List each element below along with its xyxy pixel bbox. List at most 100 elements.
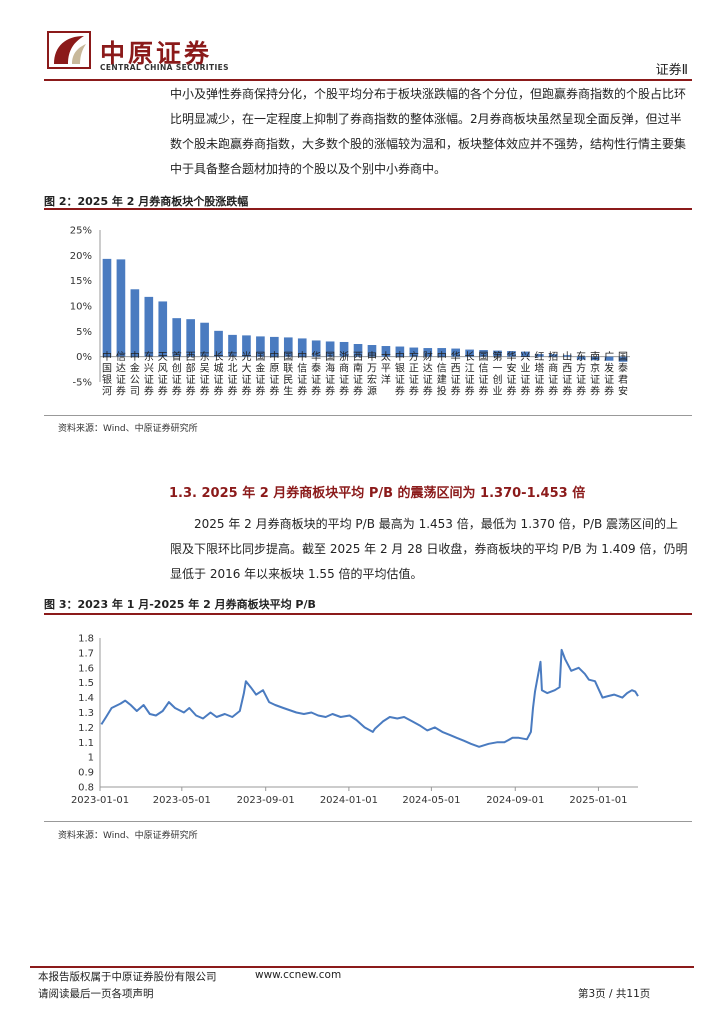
bar-category-label: 东吴证券 — [200, 350, 210, 398]
figure3-title: 图 3：2023 年 1 月-2025 年 2 月券商板块平均 P/B — [44, 598, 316, 611]
bar — [590, 356, 600, 361]
line-y-tick-label: 1.6 — [78, 663, 94, 674]
bar — [270, 336, 279, 357]
bar — [604, 356, 614, 361]
figure2-top-rule — [44, 208, 692, 210]
bar — [102, 258, 112, 357]
bar-category-label: 长江证券 — [465, 351, 475, 398]
bar-category-label: 国金证券 — [255, 351, 265, 398]
bar — [158, 301, 168, 357]
bar — [507, 351, 516, 357]
bar-category-label: 财达证券 — [423, 350, 433, 398]
line-y-tick-label: 1.3 — [78, 708, 94, 719]
bar-category-label: 中银证券 — [395, 350, 405, 398]
line-x-tick-label: 2024-09-01 — [486, 795, 544, 806]
bar-category-label: 浙商证券 — [339, 351, 349, 398]
bar-y-tick-label: 25% — [70, 226, 92, 237]
line-y-tick-label: 1.1 — [78, 738, 94, 749]
bar-category-label: 红塔证券 — [534, 350, 544, 398]
bar-category-label: 华安证券 — [506, 350, 516, 398]
bar — [200, 322, 209, 357]
bar-chart: 25% 20% 15% 10% 5% 0% -5% 中国银河信达证券中金公司东兴证券天风证券首… — [70, 226, 630, 398]
bar — [367, 345, 377, 357]
bar — [130, 289, 140, 357]
line-y-tick-label: 1.7 — [78, 648, 94, 659]
bar — [409, 347, 419, 357]
figure2-title: 图 2：2025 年 2 月券商板块个股涨跌幅 — [44, 195, 249, 208]
figure2-bottom-rule — [44, 415, 692, 416]
bar-category-label: 中国银河 — [102, 350, 112, 398]
bar — [423, 348, 433, 357]
logo-english-text: CENTRAL CHINA SECURITIES — [100, 63, 229, 72]
footer-copyright: 本报告版权属于中原证券股份有限公司 — [38, 971, 217, 983]
bar-category-label: 中原证券 — [269, 350, 279, 398]
bar-category-label: 首创证券 — [172, 350, 182, 398]
bar-y-tick-label: 0% — [76, 352, 92, 363]
bar — [339, 341, 349, 357]
figure3-bottom-rule — [44, 821, 692, 822]
report-section-label: 证券Ⅱ — [655, 63, 688, 78]
bar-category-label: 国联民生 — [283, 351, 293, 398]
bar — [283, 337, 293, 357]
pb-series-line — [100, 648, 639, 748]
bar-category-label: 广发证券 — [604, 351, 614, 398]
figure2-source: 资料来源：Wind、中原证券研究所 — [58, 424, 198, 434]
footer-disclaimer: 请阅读最后一页各项声明 — [38, 988, 154, 1000]
bar-category-label: 长城证券 — [214, 351, 224, 398]
bar-category-label: 西部证券 — [186, 352, 196, 398]
bar — [325, 341, 335, 357]
bar-y-tick-label: 5% — [76, 327, 92, 338]
bar — [535, 354, 544, 357]
footer-website-link[interactable]: www.ccnew.com — [255, 969, 342, 981]
line-x-tick-label: 2025-01-01 — [569, 795, 627, 806]
bar-category-label: 申万宏源 — [367, 350, 377, 398]
footer-page-number: 第3页 / 共11页 — [578, 988, 651, 1000]
bar-category-label: 信达证券 — [116, 351, 126, 398]
line-x-tick-label: 2023-01-01 — [71, 795, 129, 806]
bar-category-label: 南京证券 — [590, 350, 600, 398]
logo-mark-icon — [44, 28, 94, 72]
bar-y-tick-label: -5% — [73, 378, 92, 389]
line-y-tick-label: 1 — [88, 753, 94, 764]
bar — [297, 338, 307, 357]
line-y-tick-label: 1.2 — [78, 723, 94, 734]
bar — [311, 340, 321, 357]
line-y-tick-label: 1.4 — [78, 693, 94, 704]
bar — [228, 334, 237, 357]
bar — [576, 356, 586, 360]
bar-category-label: 中信建投 — [437, 350, 447, 398]
bar-y-tick-label: 20% — [70, 251, 92, 262]
bar — [618, 356, 628, 362]
bar — [381, 346, 391, 357]
figure3-source: 资料来源：Wind、中原证券研究所 — [58, 831, 198, 841]
bar-category-label: 天风证券 — [158, 352, 168, 398]
logo-text: 中原证券 — [100, 39, 213, 68]
bar — [144, 296, 154, 357]
bar-category-label: 方正证券 — [409, 350, 419, 398]
bar — [437, 348, 447, 357]
bar-y-tick-label: 10% — [70, 302, 92, 313]
header-divider — [44, 79, 692, 81]
bar — [116, 259, 126, 357]
bar — [479, 350, 488, 357]
bar — [172, 318, 182, 357]
bar-category-label: 华西证券 — [451, 350, 461, 398]
bar-category-label: 华泰证券 — [311, 350, 321, 398]
bar-category-label: 东方证券 — [576, 350, 586, 398]
bar-y-tick-label: 15% — [70, 276, 92, 287]
bar — [186, 319, 195, 357]
bar-category-label: 招商证券 — [548, 350, 558, 398]
bar-category-label: 东兴证券 — [144, 350, 154, 398]
bar-category-label: 山西证券 — [562, 351, 572, 398]
line-x-tick-label: 2023-05-01 — [153, 795, 211, 806]
bar-category-label: 东北证券 — [228, 350, 238, 398]
bar — [395, 346, 405, 357]
section-paragraph: 2025 年 2 月券商板块的平均 P/B 最高为 1.453 倍，最低为 1.… — [170, 517, 688, 581]
bar-category-label: 兴业证券 — [520, 351, 530, 398]
figure3-top-rule — [44, 613, 692, 615]
line-y-tick-label: 0.8 — [78, 783, 94, 794]
footer-divider — [30, 966, 694, 968]
bar-category-label: 国信证券 — [479, 351, 489, 398]
bar-category-label: 西南证券 — [353, 352, 363, 398]
bar — [451, 348, 460, 357]
